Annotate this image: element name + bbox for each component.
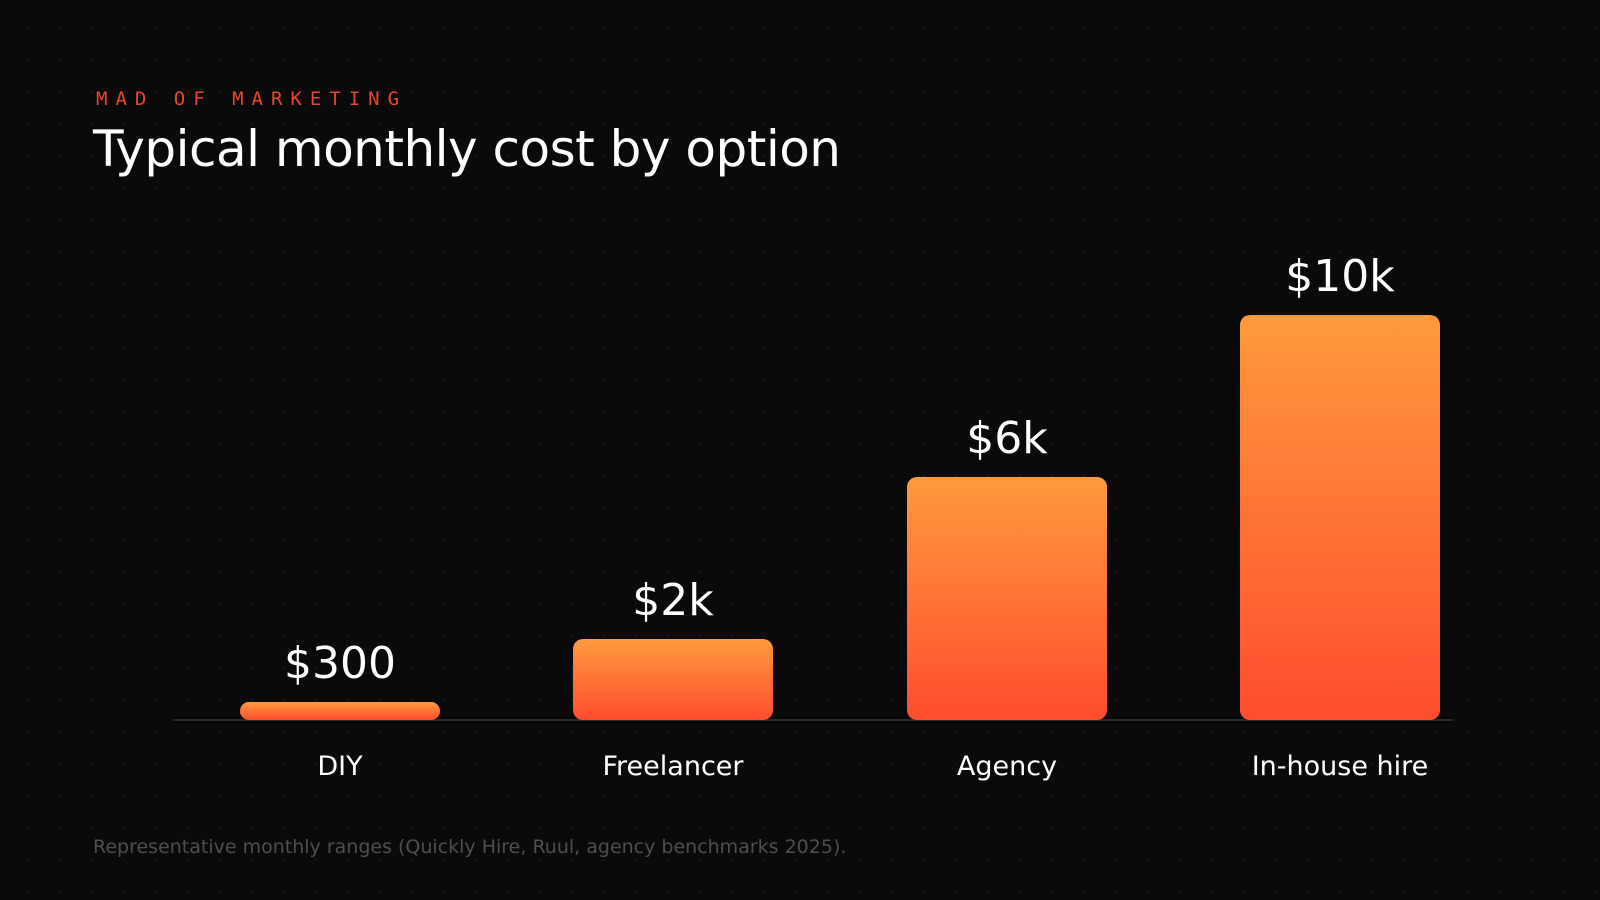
data-label: $300 <box>284 638 396 689</box>
bar-in-house-hire <box>1240 315 1440 720</box>
bar-group: $300 DIY $2k Freelancer $6k Agency $10k In-hous… <box>240 251 1440 782</box>
eyebrow-label: MAD OF MARKETING <box>96 88 408 110</box>
chart-title: Typical monthly cost by option <box>93 120 841 178</box>
category-label: In-house hire <box>1252 751 1429 782</box>
category-label: Freelancer <box>602 751 744 782</box>
category-label: DIY <box>317 751 363 782</box>
bar-freelancer <box>573 639 773 720</box>
data-label: $6k <box>966 413 1048 464</box>
bar-diy <box>240 702 440 720</box>
category-label: Agency <box>957 751 1057 782</box>
data-label: $10k <box>1285 251 1395 302</box>
bar-agency <box>907 477 1107 720</box>
data-label: $2k <box>632 575 714 626</box>
source-note: Representative monthly ranges (Quickly H… <box>93 836 847 858</box>
